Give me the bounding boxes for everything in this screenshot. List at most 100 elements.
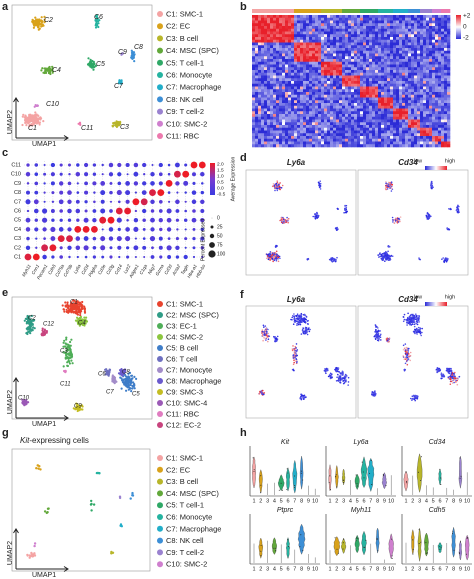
cell-point xyxy=(425,214,428,217)
heatmap-cell xyxy=(258,31,262,35)
cluster-band xyxy=(411,9,415,13)
heatmap-cell xyxy=(432,138,436,142)
heatmap-cell xyxy=(384,119,388,123)
cell-point xyxy=(34,21,38,24)
heatmap-cell xyxy=(282,105,286,109)
heatmap-cell xyxy=(441,45,445,49)
heatmap-cell xyxy=(276,105,280,109)
expression-dot xyxy=(158,172,163,177)
heatmap-cell xyxy=(282,28,286,32)
cell-point xyxy=(79,314,82,317)
heatmap-cell xyxy=(279,64,283,68)
heatmap-cell xyxy=(270,37,274,41)
heatmap-cell xyxy=(318,138,322,142)
heatmap-cell xyxy=(393,130,397,134)
heatmap-cell xyxy=(423,100,427,104)
heatmap-cell xyxy=(279,39,283,43)
heatmap-cell xyxy=(420,116,424,120)
heatmap-cell xyxy=(324,64,328,68)
heatmap-cell xyxy=(414,26,418,30)
heatmap-cell xyxy=(342,83,346,87)
heatmap-cell xyxy=(348,111,352,115)
heatmap-cell xyxy=(411,125,415,129)
legend-title: Percent Expressed xyxy=(200,219,206,261)
heatmap-cell xyxy=(342,70,346,74)
heatmap-cell xyxy=(426,111,430,115)
heatmap-cell xyxy=(402,83,406,87)
heatmap-cell xyxy=(321,50,325,54)
heatmap-cell xyxy=(405,50,409,54)
heatmap-cell xyxy=(360,56,364,60)
heatmap-cell xyxy=(387,37,391,41)
heatmap-cell xyxy=(261,53,265,57)
heatmap-cell xyxy=(321,37,325,41)
heatmap-cell xyxy=(312,105,316,109)
heatmap-cell xyxy=(417,53,421,57)
heatmap-cell xyxy=(327,70,331,74)
expression-dot xyxy=(109,209,113,213)
heatmap-cell xyxy=(315,111,319,115)
heatmap-cell xyxy=(261,64,265,68)
heatmap-cell xyxy=(357,133,361,137)
heatmap-cell xyxy=(357,37,361,41)
cluster-tag: C7 xyxy=(114,83,124,90)
heatmap-cell xyxy=(441,28,445,32)
heatmap-cell xyxy=(303,94,307,98)
heatmap-cell xyxy=(306,141,310,145)
heatmap-cell xyxy=(366,59,370,63)
heatmap-cell xyxy=(414,114,418,118)
expression-dot xyxy=(200,236,205,241)
heatmap-cell xyxy=(321,61,325,65)
heatmap-cell xyxy=(339,45,343,49)
heatmap-cell xyxy=(342,34,346,38)
heatmap-cell xyxy=(423,31,427,35)
heatmap-cell xyxy=(429,56,433,60)
heatmap-cell xyxy=(291,72,295,76)
heatmap-cell xyxy=(270,34,274,38)
heatmap-cell xyxy=(285,23,289,27)
heatmap-cell xyxy=(447,122,451,126)
cluster-band xyxy=(264,9,268,13)
heatmap-cell xyxy=(444,133,448,137)
heatmap-cell xyxy=(393,114,397,118)
heatmap-cell xyxy=(402,53,406,57)
heatmap-cell xyxy=(405,133,409,137)
heatmap-cell xyxy=(297,61,301,65)
heatmap-cell xyxy=(432,28,436,32)
heatmap-cell xyxy=(333,119,337,123)
expression-dot xyxy=(92,255,97,259)
heatmap-cell xyxy=(255,72,259,76)
heatmap-cell xyxy=(294,72,298,76)
cell-point xyxy=(38,23,41,26)
expression-dot xyxy=(184,246,187,249)
cell-point xyxy=(30,116,33,119)
heatmap-cell xyxy=(351,100,355,104)
expression-dot xyxy=(142,181,147,186)
heatmap-cell xyxy=(258,125,262,129)
heatmap-cell xyxy=(360,37,364,41)
heatmap-cell xyxy=(306,42,310,46)
heatmap-cell xyxy=(381,39,385,43)
heatmap-cell xyxy=(387,111,391,115)
heatmap-cell xyxy=(312,136,316,140)
expression-dot xyxy=(184,163,188,167)
heatmap-cell xyxy=(444,42,448,46)
heatmap-cell xyxy=(306,50,310,54)
expression-dot xyxy=(108,162,114,168)
heatmap-cell xyxy=(345,119,349,123)
heatmap-cell xyxy=(300,15,304,19)
heatmap-cell xyxy=(444,17,448,21)
heatmap-cell xyxy=(288,86,292,90)
heatmap-cell xyxy=(300,34,304,38)
cell-point xyxy=(272,257,275,260)
cell-point xyxy=(23,319,26,322)
heatmap-cell xyxy=(366,122,370,126)
cell-point xyxy=(31,123,34,127)
heatmap-cell xyxy=(291,70,295,74)
heatmap-cell xyxy=(336,70,340,74)
heatmap-cell xyxy=(408,83,412,87)
heatmap-cell xyxy=(273,86,277,90)
cell-point xyxy=(265,253,268,255)
heatmap-cell xyxy=(261,136,265,140)
cluster-band xyxy=(348,9,352,13)
